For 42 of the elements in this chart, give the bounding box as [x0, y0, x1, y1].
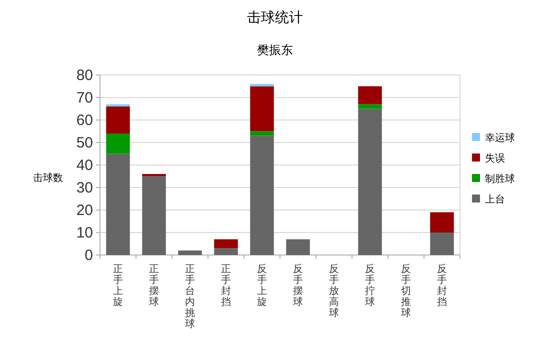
y-tick-label: 70 [76, 90, 93, 106]
bar [106, 134, 130, 154]
legend-label: 制胜球 [485, 173, 515, 185]
y-tick-label: 60 [76, 112, 93, 129]
y-tick-label: 30 [76, 180, 93, 196]
y-tick-label: 0 [84, 247, 93, 264]
bar [106, 154, 130, 255]
x-tick-label: 正手台内挑球 [185, 264, 195, 330]
y-tick-label: 40 [76, 157, 93, 174]
bar [358, 108, 382, 255]
bar [250, 136, 274, 255]
bar [358, 86, 382, 104]
bar [178, 250, 202, 255]
y-tick-label: 80 [76, 67, 93, 84]
y-axis-title: 击球数 [33, 172, 63, 184]
x-tick-label: 反手放高球 [329, 263, 339, 319]
bar [106, 106, 130, 134]
bar [286, 239, 310, 255]
bar [358, 104, 382, 109]
chart-subtitle: 樊振东 [257, 43, 293, 57]
x-tick-label: 反手封挡 [437, 263, 447, 308]
legend-label: 幸运球 [485, 132, 515, 144]
x-tick-label: 正手上旋 [113, 264, 123, 308]
legend-label: 上台 [485, 194, 505, 206]
x-tick-label: 反手拧球 [365, 263, 375, 308]
bar [214, 239, 238, 248]
bar [250, 131, 274, 136]
y-tick-label: 50 [76, 134, 93, 152]
bar [430, 232, 454, 255]
y-tick-label: 20 [76, 202, 93, 219]
x-tick-label: 正手封挡 [221, 264, 231, 308]
legend-label: 失误 [485, 152, 505, 164]
chart-title: 击球统计 [247, 9, 303, 25]
x-tick-label: 反手切推球 [401, 263, 411, 319]
bar [142, 176, 166, 255]
bar [214, 248, 238, 255]
bar [250, 86, 274, 132]
y-tick-label: 10 [76, 224, 93, 242]
x-tick-label: 反手上旋 [257, 263, 267, 308]
x-tick-label: 反手摆球 [293, 263, 303, 308]
bar [430, 212, 454, 232]
x-tick-label: 正手摆球 [149, 264, 159, 308]
